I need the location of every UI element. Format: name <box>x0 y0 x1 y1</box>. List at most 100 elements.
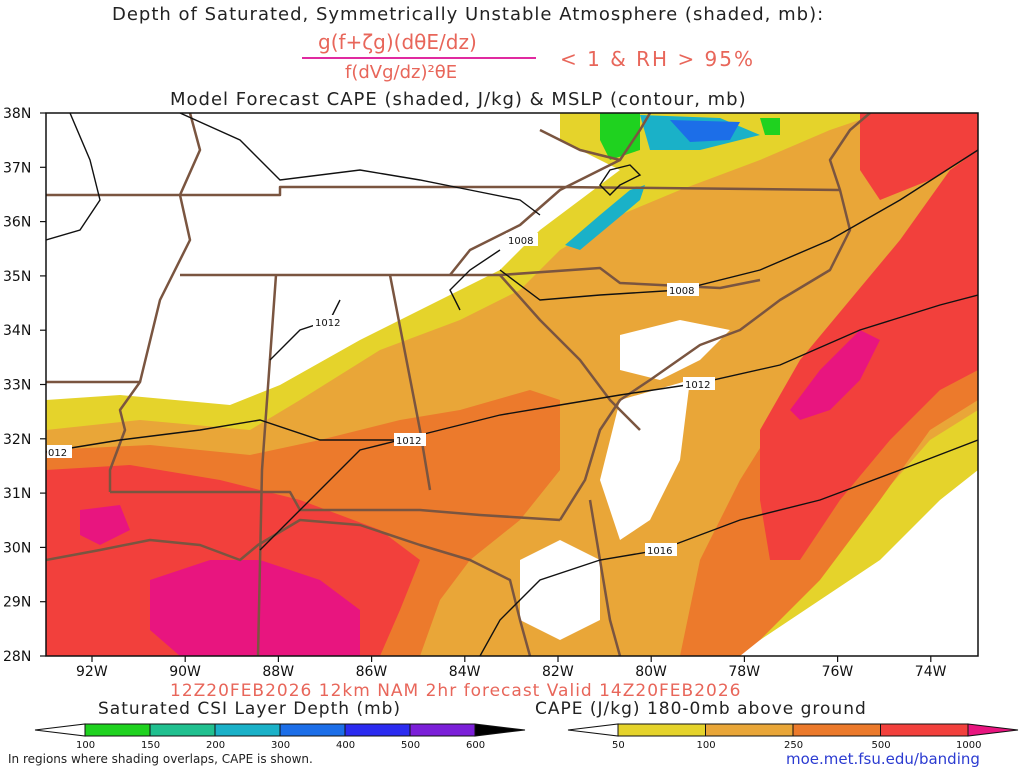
csi-shade-green <box>600 113 640 160</box>
no-shade-atlantic <box>600 380 690 540</box>
isobar-labels: 1008 1008 1012 1012 1012 1016 012 <box>47 233 715 557</box>
latitude-axis: 38N 37N 36N 35N 34N 33N 32N 31N 30N 29N 28N <box>3 106 46 665</box>
lat-label: 28N <box>3 649 31 665</box>
lon-label: 80W <box>635 664 667 680</box>
isobar-line <box>449 249 501 311</box>
colorbar-segment <box>279 723 346 737</box>
colorbar-tick-label: 400 <box>336 740 355 750</box>
source-url[interactable]: moe.met.fsu.edu/banding <box>786 750 980 768</box>
colorbar-segment <box>792 723 881 737</box>
lat-label: 29N <box>3 595 31 611</box>
colorbar-arrow-left <box>567 723 619 737</box>
colorbar-segment <box>344 723 411 737</box>
lon-label: 78W <box>728 664 760 680</box>
isobar-line <box>179 113 541 216</box>
coast-florida-east <box>588 499 622 656</box>
isobar-closed <box>599 164 642 196</box>
colorbar-arrow-left <box>34 723 86 737</box>
valid-time-line: 12Z20FEB2026 12km NAM 2hr forecast Valid… <box>170 681 742 701</box>
lon-label: 76W <box>822 664 854 680</box>
isobar-label: 1016 <box>647 546 672 557</box>
colorbar-tick-label: 600 <box>466 740 485 750</box>
colorbar-segment <box>880 723 969 737</box>
colorbar-tick-label: 500 <box>872 740 891 750</box>
csi-colorbar: 100 150 200 300 400 500 600 <box>34 723 526 750</box>
isobar-label: 1012 <box>315 318 340 329</box>
isobar-label: 1012 <box>685 380 710 391</box>
lon-label: 92W <box>76 664 108 680</box>
lat-label: 34N <box>3 323 31 339</box>
lon-label: 84W <box>449 664 481 680</box>
chart-subtitle: Model Forecast CAPE (shaded, J/kg) & MSL… <box>170 89 747 110</box>
colorbar-tick-label: 300 <box>271 740 290 750</box>
chart-title: Depth of Saturated, Symmetrically Unstab… <box>112 4 825 25</box>
colorbar-segment <box>409 723 476 737</box>
cape-shade-500-ne <box>860 113 978 200</box>
border-gulf-states <box>110 490 561 522</box>
lat-label: 30N <box>3 540 31 556</box>
colorbar-segment <box>214 723 281 737</box>
isobar-line <box>259 439 401 551</box>
csi-shade-cyan-2 <box>565 185 645 250</box>
state-borders <box>46 113 871 656</box>
colorbar-segment <box>705 723 794 737</box>
colorbar-segment <box>149 723 216 737</box>
legend-bars: 100 150 200 300 400 500 600 50 100 250 500 1000 <box>34 723 1019 750</box>
lat-label: 33N <box>3 378 31 394</box>
border-ar-la <box>46 380 142 492</box>
colorbar-tick-label: 100 <box>76 740 95 750</box>
cape-legend-title: CAPE (J/kg) 180-0mb above ground <box>535 699 867 719</box>
lon-label: 74W <box>915 664 947 680</box>
isobar-label: 1012 <box>396 436 421 447</box>
isobar-label: 1008 <box>669 286 694 297</box>
cape-shade-1000-gulf <box>80 505 130 545</box>
no-shade-carolinas <box>620 320 730 380</box>
overlap-footnote: In regions where shading overlaps, CAPE … <box>8 752 313 766</box>
colorbar-segment <box>617 723 706 737</box>
isobar-line <box>46 113 101 241</box>
csi-legend-title: Saturated CSI Layer Depth (mb) <box>98 699 402 719</box>
isobar-line <box>499 149 978 301</box>
lon-label: 82W <box>542 664 574 680</box>
colorbar-tick-label: 150 <box>141 740 160 750</box>
colorbar-tick-label: 50 <box>612 740 625 750</box>
isobar-line <box>46 294 978 453</box>
formula-condition: < 1 & RH > 95% <box>560 47 756 71</box>
isobar-label: 1008 <box>508 236 533 247</box>
isobar-label: 012 <box>48 448 67 459</box>
isobar-line <box>269 299 341 361</box>
colorbar-tick-label: 1000 <box>956 740 981 750</box>
border-ms-al <box>256 274 278 656</box>
colorbar-arrow-right <box>967 723 1019 737</box>
csi-shade-green-2 <box>760 118 780 135</box>
no-shade-florida <box>520 540 600 640</box>
coast-gulf <box>46 518 532 656</box>
cape-shade-1000 <box>150 560 360 656</box>
shading-layer <box>46 113 978 656</box>
border-35n <box>180 266 761 290</box>
lat-label: 35N <box>3 269 31 285</box>
border-tn-nc <box>449 158 621 276</box>
cape-colorbar: 50 100 250 500 1000 <box>567 723 1019 750</box>
cape-shade-1000-east <box>790 330 880 420</box>
lon-label: 88W <box>262 664 294 680</box>
colorbar-tick-label: 100 <box>697 740 716 750</box>
lon-label: 90W <box>169 664 201 680</box>
border-ga-sc <box>499 274 641 431</box>
lat-label: 37N <box>3 160 31 176</box>
border-mississippi-river <box>138 113 202 383</box>
border-va-wv <box>539 113 652 162</box>
lon-label: 86W <box>356 664 388 680</box>
colorbar-tick-label: 200 <box>206 740 225 750</box>
colorbar-segment <box>84 723 151 737</box>
lat-label: 32N <box>3 432 31 448</box>
longitude-axis: 92W 90W 88W 86W 84W 82W 80W 78W 76W 74W <box>76 656 947 680</box>
formula-numerator: g(f+ζg)(dθE/dz) <box>318 30 477 54</box>
colorbar-tick-label: 500 <box>401 740 420 750</box>
colorbar-tick-label: 250 <box>784 740 803 750</box>
border-al-ga <box>388 274 432 491</box>
coast-atlantic <box>558 113 871 521</box>
csi-shade-blue <box>670 120 740 142</box>
isobar-lines <box>46 113 978 656</box>
